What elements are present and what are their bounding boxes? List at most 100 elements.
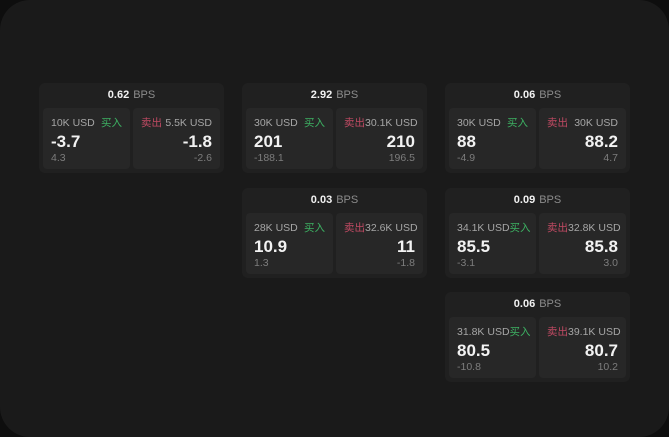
quote-tiles: 34.1K USD 买入 85.5 -3.1 卖出 32.8K USD 85.8… xyxy=(449,213,626,274)
buy-tile[interactable]: 30K USD 买入 201 -188.1 xyxy=(246,108,333,169)
card-header: 0.03 BPS xyxy=(246,188,423,213)
card-header: 0.62 BPS xyxy=(43,83,220,108)
buy-price: 88 xyxy=(457,131,476,151)
bps-unit: BPS xyxy=(539,89,562,101)
buy-tile[interactable]: 31.8K USD 买入 80.5 -10.8 xyxy=(449,317,536,378)
sell-tile-top: 卖出 32.6K USD xyxy=(344,220,418,235)
sell-tile-top: 卖出 30.1K USD xyxy=(344,115,418,130)
sell-tile-top: 卖出 39.1K USD xyxy=(547,324,621,339)
sell-size: 5.5K USD xyxy=(165,116,212,129)
sell-tile-top: 卖出 32.8K USD xyxy=(547,220,621,235)
buy-sub-value: -4.9 xyxy=(457,151,476,164)
bps-value: 0.03 xyxy=(310,194,333,206)
buy-side-label: 买入 xyxy=(509,222,531,234)
buy-tile-top: 34.1K USD 买入 xyxy=(457,220,531,235)
card-header: 0.06 BPS xyxy=(449,83,626,108)
buy-price: 85.5 xyxy=(457,236,491,256)
quote-card-1: 0.62 BPS 10K USD 买入 -3.7 4.3 卖出 5.5K USD… xyxy=(39,83,224,173)
buy-side-label: 买入 xyxy=(509,326,531,338)
sell-tile[interactable]: 卖出 30.1K USD 210 196.5 xyxy=(336,108,423,169)
sell-sub-value: -2.6 xyxy=(193,151,212,164)
quote-card-6: 0.06 BPS 31.8K USD 买入 80.5 -10.8 卖出 39.1… xyxy=(445,292,630,382)
bps-value: 0.62 xyxy=(107,89,130,101)
buy-price: 201 xyxy=(254,131,283,151)
bps-value: 0.09 xyxy=(513,194,536,206)
bps-unit: BPS xyxy=(539,194,562,206)
sell-price: 210 xyxy=(386,131,415,151)
sell-side-label: 卖出 xyxy=(547,326,568,338)
sell-price: 85.8 xyxy=(584,236,618,256)
sell-price: 11 xyxy=(397,236,415,256)
sell-side-label: 卖出 xyxy=(547,117,568,129)
bps-unit: BPS xyxy=(336,89,359,101)
bps-value: 2.92 xyxy=(310,89,333,101)
bps-unit: BPS xyxy=(336,194,359,206)
bps-value: 0.06 xyxy=(513,298,536,310)
buy-side-label: 买入 xyxy=(507,117,528,129)
sell-sub-value: 3.0 xyxy=(603,256,618,269)
buy-tile-top: 10K USD 买入 xyxy=(51,115,122,130)
sell-sub-value: -1.8 xyxy=(396,256,415,269)
buy-price: 10.9 xyxy=(254,236,288,256)
sell-side-label: 卖出 xyxy=(141,117,162,129)
buy-tile-top: 30K USD 买入 xyxy=(457,115,528,130)
sell-tile[interactable]: 卖出 32.6K USD 11 -1.8 xyxy=(336,213,423,274)
sell-tile[interactable]: 卖出 39.1K USD 80.7 10.2 xyxy=(539,317,626,378)
buy-sub-value: 4.3 xyxy=(51,151,66,164)
sell-size: 30.1K USD xyxy=(365,116,418,129)
sell-size: 30K USD xyxy=(574,116,618,129)
buy-sub-value: -188.1 xyxy=(254,151,284,164)
buy-price: 80.5 xyxy=(457,340,491,360)
quote-card-2: 2.92 BPS 30K USD 买入 201 -188.1 卖出 30.1K … xyxy=(242,83,427,173)
buy-tile-top: 28K USD 买入 xyxy=(254,220,325,235)
sell-sub-value: 196.5 xyxy=(388,151,415,164)
buy-tile[interactable]: 28K USD 买入 10.9 1.3 xyxy=(246,213,333,274)
buy-price: -3.7 xyxy=(51,131,81,151)
sell-tile[interactable]: 卖出 5.5K USD -1.8 -2.6 xyxy=(133,108,220,169)
sell-price: 88.2 xyxy=(584,131,618,151)
quote-card-5: 0.09 BPS 34.1K USD 买入 85.5 -3.1 卖出 32.8K… xyxy=(445,188,630,278)
sell-size: 39.1K USD xyxy=(568,325,621,338)
sell-price: 80.7 xyxy=(584,340,618,360)
sell-tile[interactable]: 卖出 30K USD 88.2 4.7 xyxy=(539,108,626,169)
buy-tile[interactable]: 30K USD 买入 88 -4.9 xyxy=(449,108,536,169)
quote-tiles: 28K USD 买入 10.9 1.3 卖出 32.6K USD 11 -1.8 xyxy=(246,213,423,274)
buy-sub-value: 1.3 xyxy=(254,256,269,269)
buy-tile[interactable]: 34.1K USD 买入 85.5 -3.1 xyxy=(449,213,536,274)
quote-tiles: 30K USD 买入 88 -4.9 卖出 30K USD 88.2 4.7 xyxy=(449,108,626,169)
sell-tile[interactable]: 卖出 32.8K USD 85.8 3.0 xyxy=(539,213,626,274)
buy-sub-value: -3.1 xyxy=(457,256,476,269)
sell-side-label: 卖出 xyxy=(344,117,365,129)
buy-sub-value: -10.8 xyxy=(457,360,481,373)
buy-size: 28K USD xyxy=(254,221,298,234)
buy-size: 31.8K USD xyxy=(457,325,510,338)
quote-card-4: 0.03 BPS 28K USD 买入 10.9 1.3 卖出 32.6K US… xyxy=(242,188,427,278)
card-header: 0.09 BPS xyxy=(449,188,626,213)
buy-size: 34.1K USD xyxy=(457,221,510,234)
card-header: 0.06 BPS xyxy=(449,292,626,317)
buy-size: 30K USD xyxy=(254,116,298,129)
bps-unit: BPS xyxy=(133,89,156,101)
sell-size: 32.6K USD xyxy=(365,221,418,234)
sell-tile-top: 卖出 5.5K USD xyxy=(141,115,212,130)
quote-tiles: 30K USD 买入 201 -188.1 卖出 30.1K USD 210 1… xyxy=(246,108,423,169)
quote-card-3: 0.06 BPS 30K USD 买入 88 -4.9 卖出 30K USD 8… xyxy=(445,83,630,173)
buy-tile-top: 31.8K USD 买入 xyxy=(457,324,531,339)
bps-value: 0.06 xyxy=(513,89,536,101)
buy-size: 10K USD xyxy=(51,116,95,129)
buy-side-label: 买入 xyxy=(304,117,325,129)
quote-tiles: 31.8K USD 买入 80.5 -10.8 卖出 39.1K USD 80.… xyxy=(449,317,626,378)
sell-side-label: 卖出 xyxy=(344,222,365,234)
buy-tile[interactable]: 10K USD 买入 -3.7 4.3 xyxy=(43,108,130,169)
buy-side-label: 买入 xyxy=(304,222,325,234)
buy-size: 30K USD xyxy=(457,116,501,129)
sell-price: -1.8 xyxy=(182,131,212,151)
buy-tile-top: 30K USD 买入 xyxy=(254,115,325,130)
card-header: 2.92 BPS xyxy=(246,83,423,108)
buy-side-label: 买入 xyxy=(101,117,122,129)
quote-tiles: 10K USD 买入 -3.7 4.3 卖出 5.5K USD -1.8 -2.… xyxy=(43,108,220,169)
sell-tile-top: 卖出 30K USD xyxy=(547,115,618,130)
bps-unit: BPS xyxy=(539,298,562,310)
sell-side-label: 卖出 xyxy=(547,222,568,234)
